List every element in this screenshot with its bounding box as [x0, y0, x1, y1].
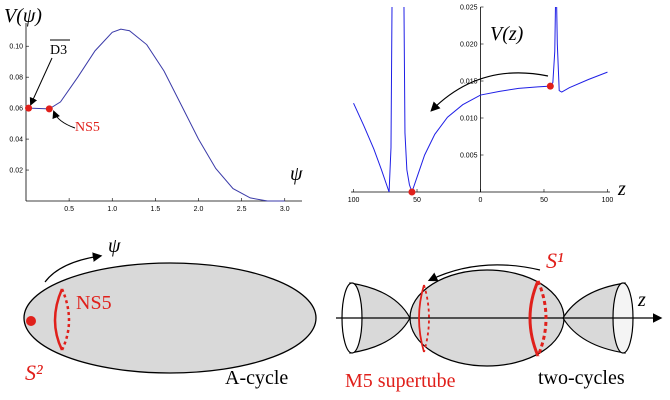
- y-tick-label: 0.010: [460, 116, 478, 123]
- x-tick-label: 0.5: [64, 206, 74, 213]
- label: z: [637, 289, 646, 311]
- point: [45, 105, 53, 113]
- point: [546, 82, 554, 90]
- y-tick-label: 0.005: [460, 153, 478, 160]
- arrow: [44, 252, 103, 283]
- x-tick-label: 50: [413, 197, 421, 204]
- x-label: z: [617, 178, 626, 200]
- plot: [28, 28, 285, 202]
- ring: [528, 280, 540, 357]
- label: M5 supertube: [345, 370, 456, 392]
- ring: [423, 284, 430, 353]
- ns5-ring: [53, 288, 64, 351]
- y-label: V(ψ): [4, 5, 42, 27]
- line: [28, 28, 285, 202]
- x-tick-label: 3.0: [280, 206, 290, 213]
- label: S¹: [546, 248, 564, 273]
- y-tick-label: 0.06: [9, 106, 23, 113]
- y-tick-label: 0.08: [9, 75, 23, 82]
- y-label: V(z): [490, 23, 524, 45]
- x-tick-label: 2.0: [194, 206, 204, 213]
- y-tick-label: 0.02: [9, 168, 23, 175]
- y-tick-label: 0.025: [460, 5, 478, 12]
- ring: [536, 280, 548, 357]
- caption: A-cycle: [225, 367, 288, 389]
- y-tick-label: 0.015: [460, 79, 478, 86]
- label: ψ: [108, 235, 121, 257]
- x-tick-label: 50: [540, 197, 548, 204]
- arrow: [430, 72, 549, 112]
- point: [25, 104, 33, 112]
- label: NS5: [76, 292, 112, 314]
- arrow: [52, 110, 76, 129]
- x-tick-label: 1.0: [107, 206, 117, 213]
- x-tick-label: 0: [479, 197, 483, 204]
- arrow: [427, 264, 541, 282]
- arrow: [29, 57, 53, 106]
- annotation: D3: [50, 43, 67, 58]
- y-tick-label: 0.04: [9, 137, 23, 144]
- x-tick-label: 2.5: [237, 206, 247, 213]
- x-tick-label: 100: [348, 197, 360, 204]
- point: [26, 316, 36, 326]
- caption: two-cycles: [538, 367, 625, 389]
- x-tick-label: 1.5: [151, 206, 161, 213]
- y-tick-label: 0.10: [9, 44, 23, 51]
- ring: [418, 284, 425, 353]
- x-label: ψ: [290, 163, 303, 185]
- cycle: [23, 262, 317, 374]
- ns5-ring: [60, 288, 71, 351]
- x-tick-label: 100: [602, 197, 614, 204]
- label: S²: [25, 360, 43, 385]
- y-tick-label: 0.020: [460, 42, 478, 49]
- annotation: NS5: [75, 120, 100, 135]
- point: [408, 188, 416, 196]
